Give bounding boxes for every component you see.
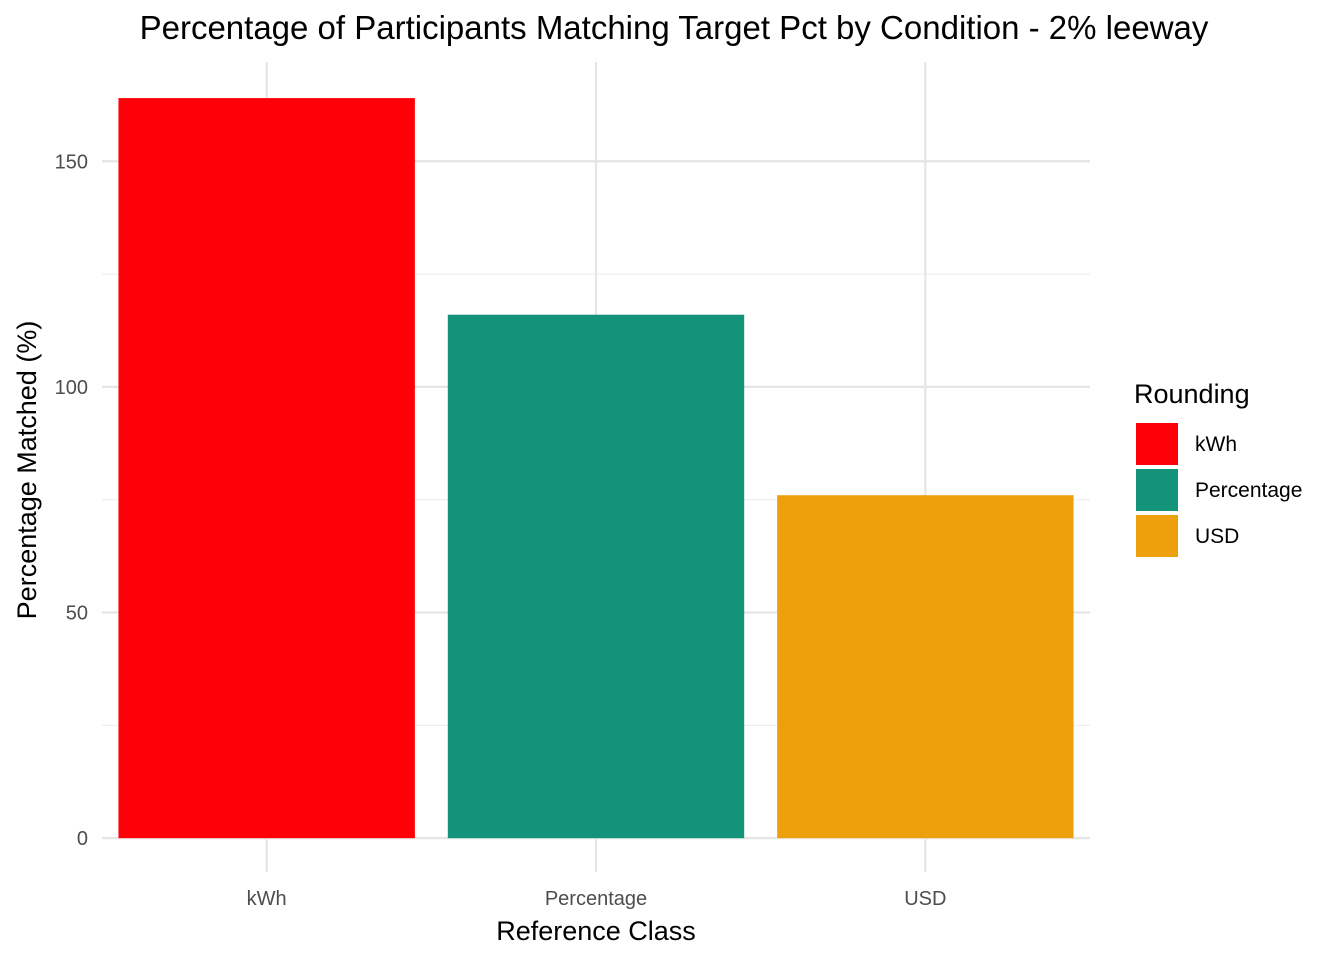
legend-key-kwh [1136,423,1178,465]
y-tick-label: 0 [77,828,88,850]
x-tick-label: USD [904,888,946,910]
bar-kwh [118,98,415,839]
legend-title: Rounding [1134,379,1250,409]
y-axis-ticks: 0 50 100 150 [55,151,88,850]
legend: Rounding kWh Percentage USD [1134,379,1302,557]
legend-label: USD [1195,525,1239,548]
y-tick-label: 150 [55,151,88,173]
legend-label: kWh [1195,433,1237,456]
legend-key-percentage [1136,469,1178,511]
y-axis-title: Percentage Matched (%) [12,321,42,620]
x-tick-label: Percentage [545,888,647,910]
bar-percentage [447,314,745,839]
bars [118,98,1074,839]
y-tick-label: 50 [66,603,88,625]
bar-usd [777,495,1074,839]
chart-title: Percentage of Participants Matching Targ… [140,9,1209,46]
x-tick-label: kWh [247,888,287,910]
x-axis-title: Reference Class [496,916,696,946]
y-tick-label: 100 [55,377,88,399]
legend-label: Percentage [1195,479,1302,502]
x-axis-ticks: kWh Percentage USD [247,888,947,910]
legend-key-usd [1136,515,1178,557]
